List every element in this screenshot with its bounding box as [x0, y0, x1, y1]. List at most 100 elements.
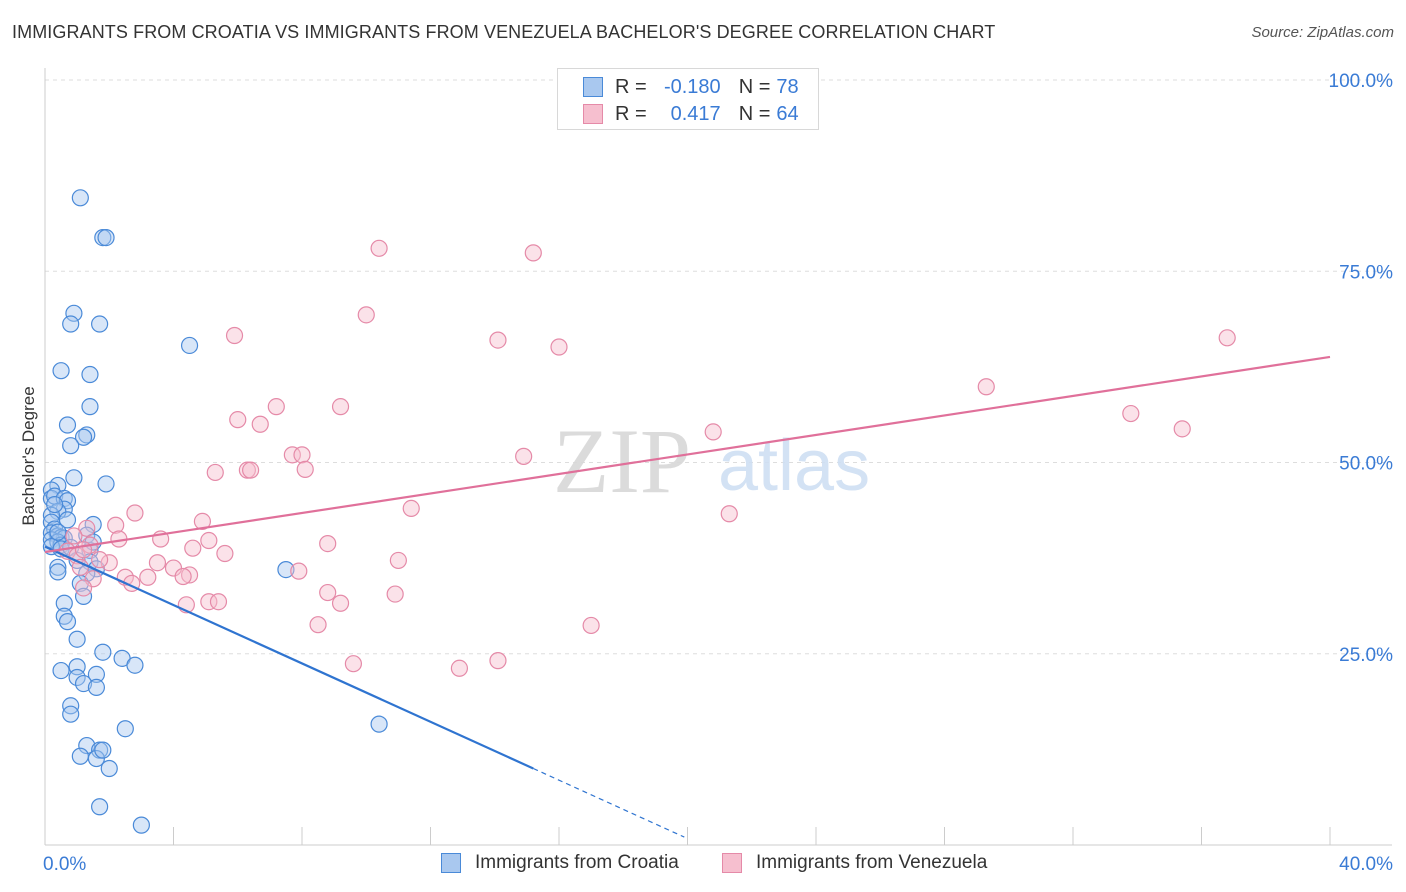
venezuela-point: [225, 326, 244, 345]
croatia-point: [71, 189, 89, 207]
croatia-point: [116, 720, 134, 738]
tick-labels: 25.0% 50.0% 75.0% 100.0% 0.0% 40.0%: [43, 71, 1393, 875]
y-axis-label: Bachelor's Degree: [19, 386, 38, 525]
venezuela-point: [74, 579, 93, 597]
venezuela-point: [216, 544, 234, 563]
legend-r-value-venezuela: 0.417: [670, 102, 721, 125]
watermark-zip: ZIP: [553, 410, 691, 512]
croatia-point: [78, 736, 96, 755]
legend-r-value-croatia: -0.180: [663, 75, 721, 98]
venezuela-point: [402, 499, 420, 517]
data-points: [42, 189, 1236, 834]
venezuela-point: [319, 583, 337, 602]
venezuela-point: [209, 593, 228, 611]
croatia-point: [49, 558, 67, 576]
croatia-point: [71, 747, 89, 765]
croatia-point: [81, 365, 99, 384]
trend-lines: [44, 355, 1331, 838]
legend-n-value-venezuela: 64: [776, 102, 799, 125]
legend-r-label: R =: [615, 75, 647, 98]
venezuela-point: [489, 652, 507, 670]
correlation-legend: R = -0.180 N = 78 R = 0.417 N = 64: [557, 68, 819, 130]
venezuela-point: [283, 446, 301, 464]
legend-swatch-croatia: [583, 77, 603, 97]
croatia-point: [62, 705, 80, 723]
croatia-point: [52, 362, 70, 380]
croatia-point: [97, 475, 115, 493]
venezuela-point: [251, 415, 269, 433]
venezuela-point: [148, 554, 167, 572]
axes: [44, 68, 1392, 846]
watermark: ZIP atlas: [553, 410, 870, 512]
venezuela-point: [450, 659, 469, 677]
legend-r-label: R =: [615, 102, 647, 125]
venezuela-point: [126, 504, 144, 522]
venezuela-point: [1173, 420, 1191, 438]
croatia-point: [74, 428, 93, 446]
croatia-point: [91, 798, 109, 816]
venezuela-point: [184, 539, 202, 557]
venezuela-point: [206, 463, 224, 482]
croatia-point: [370, 715, 388, 733]
venezuela-trend-line: [44, 355, 1331, 554]
venezuela-point: [524, 244, 542, 262]
venezuela-point: [65, 527, 83, 545]
venezuela-point: [139, 568, 157, 586]
venezuela-point: [174, 567, 192, 586]
croatia-point: [91, 315, 109, 333]
croatia-point: [132, 816, 150, 834]
croatia-point: [94, 643, 112, 661]
croatia-point: [94, 741, 112, 759]
croatia-point: [49, 523, 67, 541]
venezuela-point: [267, 398, 285, 416]
croatia-point: [81, 398, 99, 416]
x-tick-label-min: 0.0%: [43, 854, 86, 875]
venezuela-point: [357, 306, 375, 324]
bottom-legend-swatch-venezuela: [722, 853, 742, 873]
venezuela-point: [290, 562, 308, 580]
croatia-point: [277, 560, 295, 579]
croatia-point: [46, 495, 64, 514]
venezuela-point: [319, 534, 337, 553]
croatia-trend-extension: [533, 767, 685, 838]
croatia-point: [100, 759, 118, 778]
croatia-point: [87, 678, 106, 697]
venezuela-point: [100, 554, 118, 572]
venezuela-point: [293, 446, 311, 464]
legend-n-value-croatia: 78: [776, 75, 799, 98]
bottom-legend-venezuela: Immigrants from Venezuela: [722, 852, 987, 874]
y-tick-label-75: 75.0%: [1339, 262, 1393, 283]
x-tick-label-max: 40.0%: [1339, 854, 1393, 875]
venezuela-point: [386, 585, 404, 603]
bottom-legend-croatia: Immigrants from Croatia: [441, 852, 679, 874]
croatia-point: [62, 437, 80, 455]
croatia-point: [65, 469, 83, 487]
croatia-point: [52, 661, 70, 680]
chart-title: IMMIGRANTS FROM CROATIA VS IMMIGRANTS FR…: [12, 22, 996, 42]
croatia-point: [62, 315, 80, 333]
croatia-point: [68, 630, 86, 648]
venezuela-point: [180, 566, 199, 584]
venezuela-point: [720, 505, 738, 523]
venezuela-point: [107, 516, 125, 534]
bottom-legend-label-venezuela: Immigrants from Venezuela: [756, 852, 988, 873]
legend-n-label: N =: [738, 102, 771, 125]
croatia-point: [58, 416, 77, 434]
venezuela-point: [550, 338, 568, 356]
venezuela-point: [389, 551, 407, 570]
croatia-point: [78, 426, 96, 444]
croatia-point: [58, 511, 77, 529]
venezuela-point: [74, 541, 93, 559]
croatia-point: [87, 665, 106, 684]
croatia-point: [49, 563, 67, 581]
legend-row-croatia: R = -0.180 N = 78: [583, 75, 799, 99]
grid-lines: [45, 79, 1392, 655]
croatia-point: [126, 656, 144, 674]
croatia-point: [55, 607, 73, 625]
venezuela-point: [370, 239, 388, 257]
venezuela-point: [515, 447, 533, 465]
venezuela-point: [296, 460, 314, 478]
venezuela-point: [331, 398, 350, 416]
source-label: Source: ZipAtlas.com: [1251, 24, 1394, 41]
